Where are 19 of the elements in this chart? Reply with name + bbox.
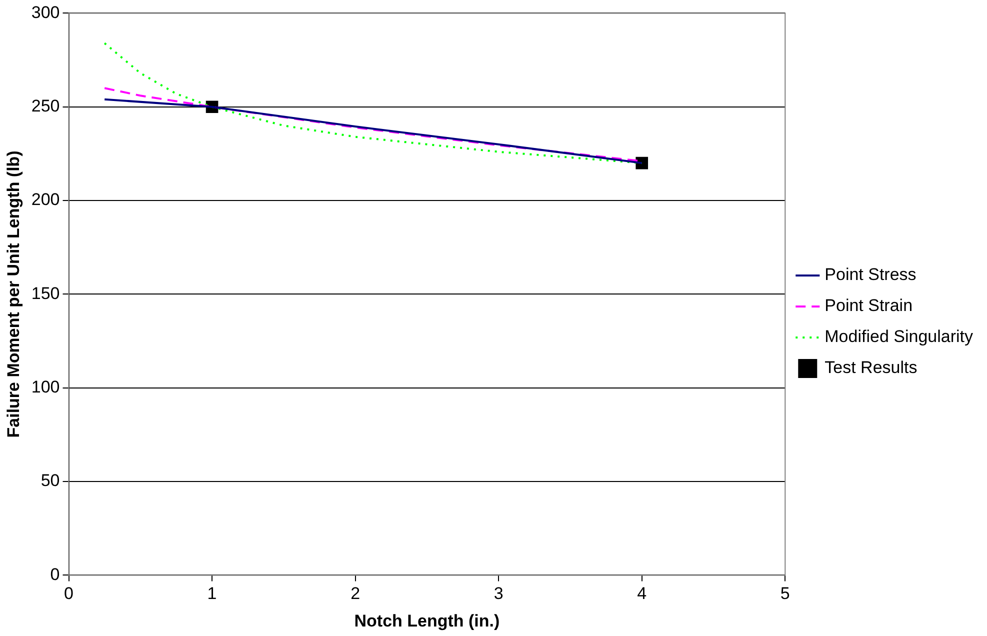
y-tick-label: 100 [31,378,60,397]
legend-label: Modified Singularity [824,327,974,346]
x-tick-label: 0 [64,584,74,604]
legend-label: Point Stress [824,265,916,284]
y-tick-label: 200 [31,190,60,210]
y-tick-label: 250 [31,96,60,116]
x-tick-label: 2 [350,584,360,604]
legend-label: Test Results [824,358,918,378]
x-tick-label: 1 [207,584,217,604]
y-tick-label: 50 [40,471,60,490]
x-tick-label: 4 [637,584,647,604]
legend-label: Point Strain [824,296,913,316]
x-axis-title: Notch Length (in.) [354,611,500,630]
y-tick-label: 0 [50,564,60,584]
y-tick-label: 300 [31,2,60,22]
x-tick-label: 5 [780,584,790,604]
y-axis-title: Failure Moment per Unit Length (lb) [4,150,23,438]
y-tick-label: 150 [31,284,60,303]
x-tick-label: 3 [494,584,504,604]
